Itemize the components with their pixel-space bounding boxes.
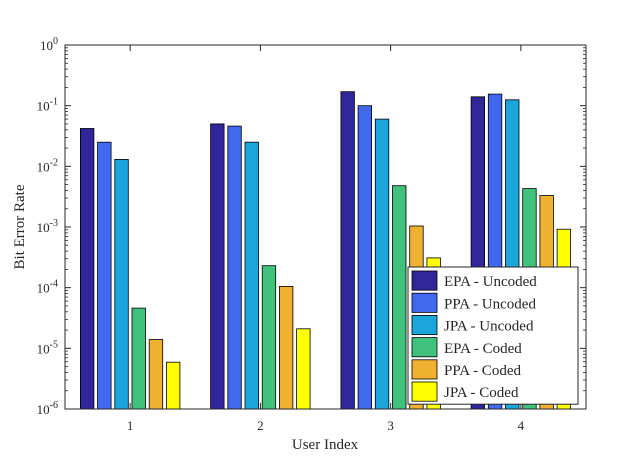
legend-swatch (411, 270, 438, 291)
x-tick-label: 3 (387, 418, 394, 433)
bar (131, 307, 146, 410)
y-tick-label: 10-3 (37, 218, 58, 235)
y-tick-label: 10-1 (37, 97, 58, 114)
legend-entry-label: PPA - Coded (444, 363, 521, 379)
bar (261, 265, 277, 410)
x-axis-label: User Index (292, 437, 359, 453)
bar (210, 123, 225, 410)
y-tick-label: 100 (40, 36, 58, 53)
legend-swatch (411, 381, 438, 402)
bar (97, 141, 112, 410)
bar (357, 105, 373, 410)
y-tick-label: 10-6 (37, 400, 58, 417)
x-tick-label: 4 (518, 418, 525, 433)
y-axis-label: Bit Error Rate (12, 184, 28, 269)
legend-entry-label: EPA - Uncoded (444, 274, 537, 290)
bar (244, 141, 259, 410)
legend-swatch (411, 292, 438, 313)
x-tick-label: 1 (127, 418, 134, 433)
bar (340, 91, 355, 410)
legend: EPA - Uncoded PPA - Uncoded JPA - Uncoded E… (407, 266, 579, 405)
x-tick-label: 2 (257, 418, 264, 433)
bar (227, 125, 242, 410)
bar (165, 361, 181, 410)
bar (80, 128, 95, 410)
legend-swatch (411, 359, 438, 380)
bar (392, 185, 407, 410)
y-tick-label: 10-4 (37, 279, 58, 296)
legend-entry-label: EPA - Coded (444, 341, 522, 357)
axes-layer: 10-6 10-5 10-4 10-3 10-2 10-1 100 1 2 3 4 (37, 36, 587, 433)
bar (374, 118, 390, 410)
bar (148, 339, 164, 410)
y-tick-label: 10-5 (37, 339, 58, 356)
y-tick-label: 10-2 (37, 157, 58, 174)
legend-swatch (411, 337, 438, 358)
bar (296, 328, 311, 410)
legend-entry-label: JPA - Coded (444, 385, 519, 401)
bar (278, 285, 294, 410)
legend-swatch (411, 314, 438, 335)
bar (114, 158, 129, 410)
legend-entry-label: PPA - Uncoded (444, 296, 536, 312)
legend-entry-label: JPA - Uncoded (444, 319, 534, 335)
